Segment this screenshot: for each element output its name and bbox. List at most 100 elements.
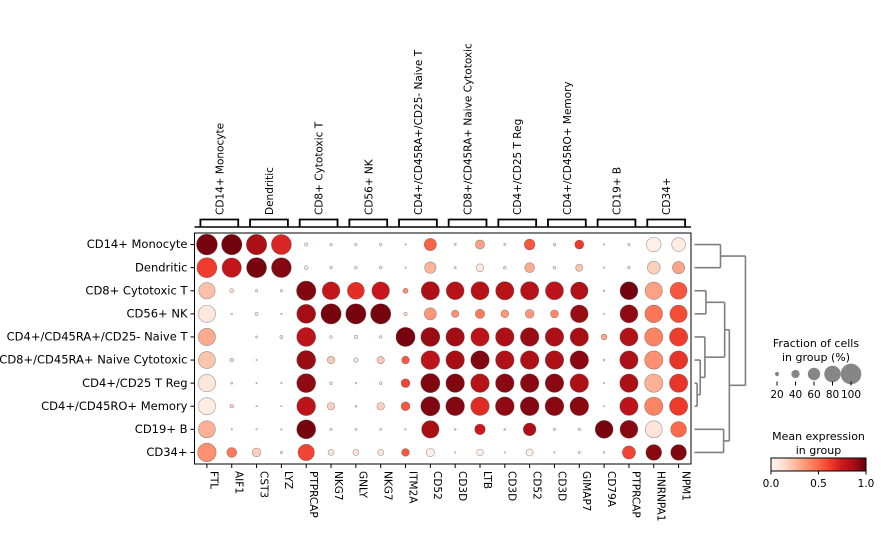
- fraction-legend-tick-label: 100: [841, 389, 861, 401]
- dot: [400, 378, 411, 388]
- group-bracket: [596, 218, 637, 227]
- dot: [255, 428, 258, 431]
- gene-label: NPM1: [679, 471, 691, 501]
- dot: [470, 373, 490, 393]
- dot: [495, 396, 515, 416]
- colorbar-tick-label: 0.5: [810, 478, 827, 490]
- dot: [196, 233, 218, 256]
- dot: [379, 266, 383, 270]
- dot: [221, 234, 243, 256]
- dot: [524, 309, 535, 319]
- group-label: CD8+/CD45RA+ Naive Cytotoxic: [463, 43, 475, 215]
- colorbar-tick-label: 0.0: [763, 478, 780, 490]
- dot: [470, 281, 490, 301]
- dot: [297, 443, 315, 461]
- dot: [524, 262, 535, 273]
- gene-label: CST3: [257, 471, 269, 498]
- dot: [544, 396, 565, 416]
- dot: [503, 243, 507, 246]
- dot: [376, 402, 385, 411]
- dot: [475, 308, 485, 319]
- dot: [404, 428, 407, 431]
- dot: [395, 327, 416, 347]
- dot: [296, 327, 316, 347]
- fraction-legend-dot: [840, 363, 862, 385]
- fraction-legend-tick-label: 40: [789, 389, 802, 401]
- dot: [619, 420, 639, 439]
- dot: [619, 327, 639, 347]
- dot: [470, 396, 490, 416]
- fraction-legend-dot: [774, 371, 780, 377]
- gene-label: CD79A: [605, 471, 617, 508]
- dot: [669, 373, 689, 393]
- dot: [520, 373, 540, 393]
- dot: [371, 281, 390, 300]
- dot: [495, 373, 515, 393]
- gene-label: GNLY: [357, 471, 369, 498]
- dot-grid: [196, 233, 689, 462]
- dot: [672, 261, 686, 275]
- dot: [495, 281, 515, 301]
- dot: [520, 350, 540, 370]
- dot: [619, 350, 639, 370]
- dot: [279, 289, 283, 293]
- dot: [474, 423, 486, 435]
- dot: [280, 312, 283, 315]
- row-label: CD4+/CD45RA+/CD25- Naive T: [7, 330, 189, 344]
- dot: [669, 327, 689, 347]
- dot: [619, 281, 639, 300]
- group-bracket: [646, 218, 686, 227]
- dot: [544, 327, 565, 347]
- dot: [304, 242, 309, 247]
- dot: [402, 287, 409, 294]
- dot: [254, 312, 259, 316]
- dot: [420, 327, 441, 347]
- dot: [503, 428, 507, 431]
- dot: [600, 333, 608, 341]
- row-label: CD34+: [146, 445, 187, 459]
- dot: [545, 281, 564, 301]
- dot: [552, 427, 556, 431]
- dot: [619, 373, 639, 393]
- fraction-legend-tick-label: 20: [770, 389, 783, 401]
- plot-frame: [194, 232, 692, 465]
- row-label: CD19+ B: [135, 422, 188, 436]
- row-label: CD56+ NK: [127, 306, 188, 320]
- gene-label: AIF1: [233, 471, 245, 494]
- dot: [255, 289, 259, 293]
- dot: [669, 281, 688, 300]
- column-group-brackets: CD14+ Monocyte Dendritic CD8+ Cytotoxic T C…: [194, 43, 691, 228]
- dot: [296, 304, 316, 324]
- group-label: CD34+: [661, 177, 673, 215]
- fraction-legend-dot: [791, 369, 800, 379]
- dot: [354, 242, 358, 247]
- group-bracket: [298, 218, 339, 227]
- dot: [221, 257, 242, 278]
- dot: [594, 420, 614, 439]
- dot: [550, 309, 559, 319]
- dot: [470, 327, 490, 347]
- group-label: CD4+/CD25 T Reg: [512, 119, 524, 215]
- colorbar-tick-label: 1.0: [858, 478, 875, 490]
- row-label: CD4+/CD25 T Reg: [82, 376, 187, 390]
- dot: [279, 450, 283, 454]
- dot: [647, 260, 661, 275]
- dot: [354, 381, 358, 385]
- dot: [255, 382, 258, 385]
- dot: [271, 257, 292, 278]
- dot: [420, 396, 441, 417]
- gene-label: GIMAP7: [580, 471, 592, 512]
- dot: [226, 447, 237, 458]
- dot: [296, 280, 317, 301]
- dot: [198, 282, 216, 300]
- dot: [552, 242, 557, 247]
- dot: [420, 281, 440, 301]
- group-label: CD4+/CD45RO+ Memory: [562, 81, 574, 215]
- dot: [495, 327, 515, 347]
- gene-label: NKG7: [381, 471, 393, 501]
- dot: [453, 243, 457, 246]
- dot: [296, 350, 316, 370]
- group-bracket: [547, 218, 587, 227]
